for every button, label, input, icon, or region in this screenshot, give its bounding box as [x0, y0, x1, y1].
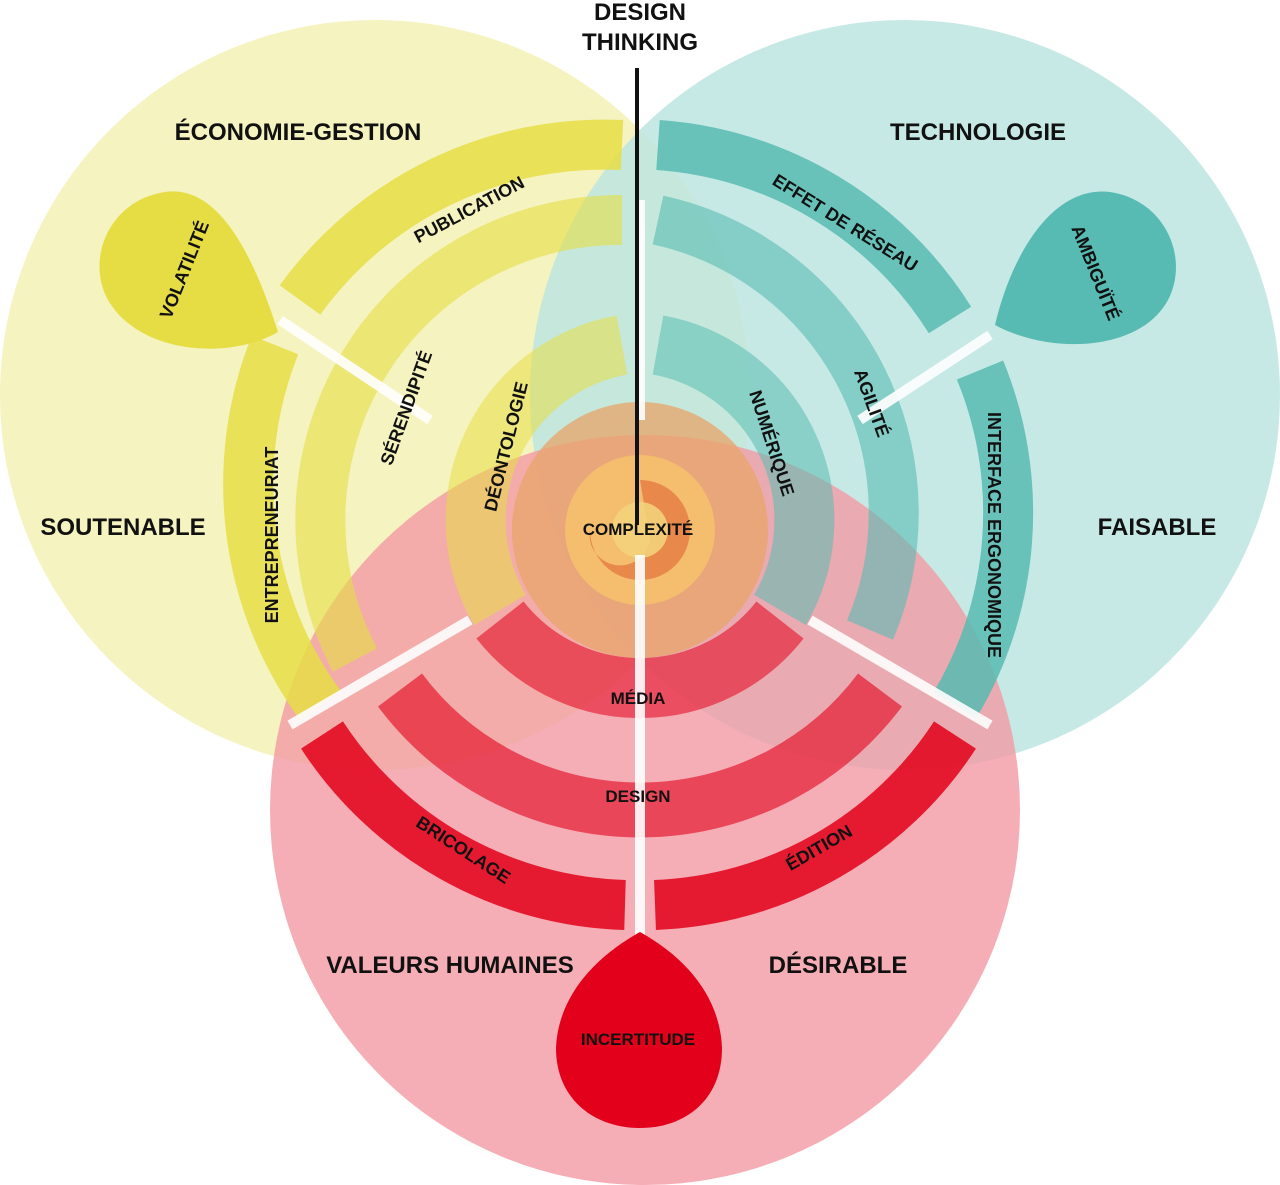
arc-effet-reseau [656, 120, 972, 334]
arc-agilite [652, 195, 919, 640]
arc-deontologie [445, 315, 628, 626]
arc-bricolage [301, 721, 626, 930]
spiral-curl [589, 480, 690, 580]
drop-volatilite [99, 191, 279, 349]
title-line2: THINKING [582, 29, 698, 56]
label-economie: ÉCONOMIE-GESTION [175, 118, 422, 146]
separators [277, 200, 993, 945]
arc-numerique [652, 315, 835, 626]
label-soutenable: SOUTENABLE [40, 514, 205, 541]
label-desirable: DÉSIRABLE [769, 951, 908, 979]
label-incertitude: INCERTITUDE [581, 1030, 695, 1049]
circle-labels: ÉCONOMIE-GESTION TECHNOLOGIE SOUTENABLE … [40, 118, 1216, 979]
arc-publication [279, 119, 624, 315]
drop-incertitude [556, 932, 722, 1128]
label-complexite: COMPLEXITÉ [583, 520, 694, 539]
center-spiral [512, 402, 768, 658]
drop-ambiguite [995, 191, 1176, 345]
drops [99, 191, 1176, 1128]
label-faisable: FAISABLE [1098, 514, 1217, 541]
label-design: DESIGN [605, 787, 670, 806]
spiral-core [612, 502, 668, 558]
label-media: MÉDIA [611, 689, 666, 708]
arc-serendipite [295, 194, 623, 672]
arc-entrepreneuriat [223, 335, 341, 720]
label-entrepreneuriat: ENTREPRENEURIAT [262, 447, 282, 624]
label-interface: INTERFACE ERGONOMIQUE [984, 412, 1004, 658]
arc-interface [933, 360, 1034, 718]
label-valeurs: VALEURS HUMAINES [326, 952, 574, 979]
title-line1: DESIGN [594, 0, 686, 26]
label-technologie: TECHNOLOGIE [890, 119, 1066, 146]
title-group: DESIGN THINKING [582, 0, 698, 525]
arc-edition [653, 721, 976, 930]
